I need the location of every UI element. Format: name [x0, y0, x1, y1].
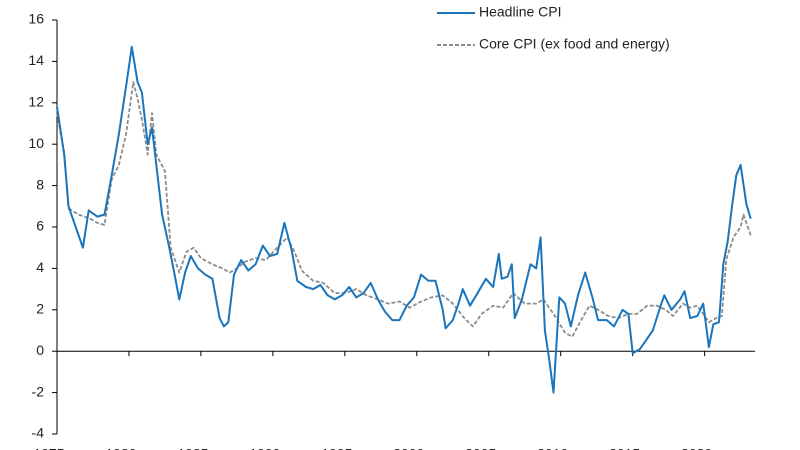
y-tick-label: 8 — [36, 176, 44, 192]
y-tick-label: -4 — [32, 425, 45, 441]
series-line — [56, 81, 752, 338]
y-tick-label: 0 — [36, 342, 44, 358]
y-tick-label: 14 — [28, 52, 44, 68]
x-tick-label: 2015 — [609, 446, 640, 450]
legend-label: Core CPI (ex food and energy) — [479, 36, 670, 52]
y-tick-label: 4 — [36, 259, 44, 275]
x-tick-label: 1975 — [33, 446, 64, 450]
y-tick-label: 10 — [28, 135, 44, 151]
x-tick-label: 2005 — [465, 446, 496, 450]
legend-label: Headline CPI — [479, 4, 562, 20]
series-line — [56, 45, 752, 394]
y-tick-label: 2 — [36, 301, 44, 317]
x-tick-label: 1985 — [177, 446, 208, 450]
x-tick-label: 2000 — [393, 446, 424, 450]
y-tick-label: -2 — [32, 383, 45, 399]
y-tick-label: 16 — [28, 11, 44, 27]
x-tick-label: 2020 — [681, 446, 712, 450]
y-tick-label: 12 — [28, 94, 44, 110]
x-tick-label: 1995 — [321, 446, 352, 450]
x-tick-label: 2010 — [537, 446, 568, 450]
x-tick-label: 1980 — [105, 446, 136, 450]
x-tick-label: 1990 — [249, 446, 280, 450]
y-tick-label: 6 — [36, 218, 44, 234]
